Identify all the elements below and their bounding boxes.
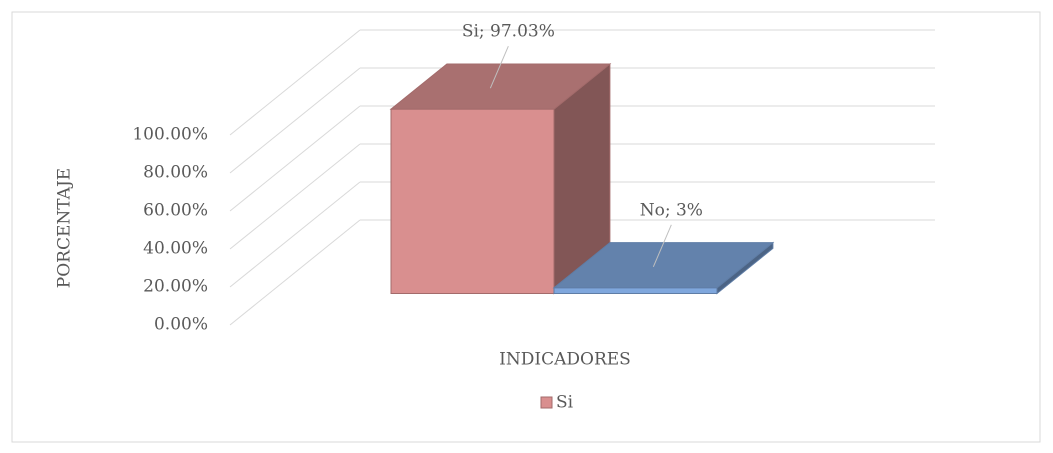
bar xyxy=(552,241,775,295)
data-label: No; 3% xyxy=(640,200,703,220)
y-tick-label: 20.00% xyxy=(143,277,208,297)
y-tick-label: 40.00% xyxy=(143,239,208,259)
grid-line xyxy=(229,29,361,136)
grid-line xyxy=(229,181,361,288)
bar-front xyxy=(390,108,555,294)
grid-line xyxy=(229,67,361,174)
bar-front xyxy=(553,287,718,294)
y-tick-label: 80.00% xyxy=(143,163,208,183)
legend-label: Si xyxy=(556,393,574,413)
legend-swatch xyxy=(540,396,553,409)
leader-line xyxy=(489,45,509,89)
y-axis-label: PORCENTAJE xyxy=(55,168,75,288)
bar-top xyxy=(389,63,612,110)
x-axis-label: INDICADORES xyxy=(499,350,631,370)
y-tick-label: 60.00% xyxy=(143,201,208,221)
grid-line xyxy=(229,219,361,326)
grid-line xyxy=(229,143,361,250)
y-tick-label: 0.00% xyxy=(154,315,208,335)
leader-line xyxy=(652,224,672,267)
data-label: Si; 97.03% xyxy=(462,22,555,42)
grid-line xyxy=(229,105,361,212)
bar-top xyxy=(552,242,775,289)
bar xyxy=(389,62,612,295)
y-tick-label: 100.00% xyxy=(132,125,208,145)
